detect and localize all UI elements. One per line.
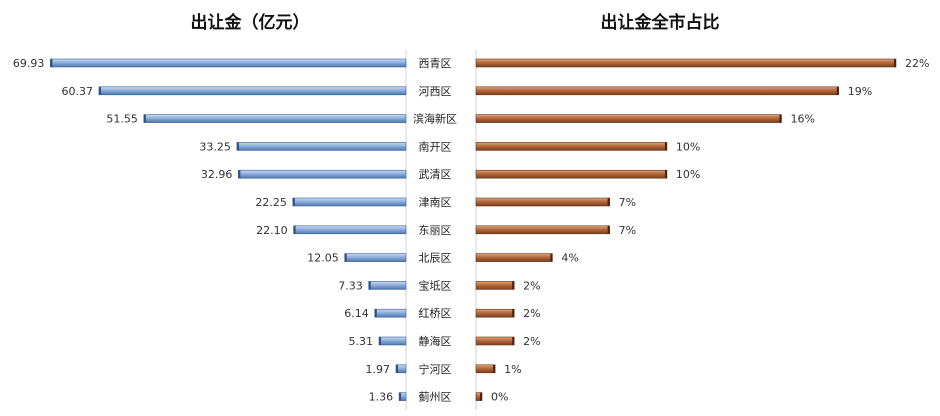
chart-marks: 西青区 69.93 22% 河西区 60.37 19% 滨海新区 51.55 16% 南开区 33.… <box>13 57 930 404</box>
left-bar <box>292 197 407 207</box>
right-value-label: 22% <box>905 57 929 70</box>
left-value-label: 1.97 <box>365 363 390 376</box>
left-value-label: 12.05 <box>307 252 339 265</box>
right-bar-end-cap <box>664 142 667 151</box>
category-label: 东丽区 <box>419 224 452 237</box>
left-value-label: 51.55 <box>106 113 138 126</box>
left-chart-title: 出让金（亿元） <box>191 12 310 33</box>
category-label: 宝坻区 <box>419 278 452 292</box>
left-value-label: 33.25 <box>199 140 231 153</box>
category-label: 静海区 <box>419 334 452 348</box>
category-label: 滨海新区 <box>413 112 457 126</box>
left-value-label: 1.36 <box>369 391 394 404</box>
right-bar-end-cap <box>512 309 515 318</box>
left-bar <box>378 336 407 346</box>
right-value-label: 2% <box>523 335 540 348</box>
category-label: 武清区 <box>419 168 452 181</box>
right-value-label: 7% <box>619 196 636 209</box>
category-label: 蓟州区 <box>419 391 452 404</box>
left-bar <box>236 142 407 151</box>
right-bar <box>475 281 515 290</box>
right-bar <box>475 58 897 68</box>
right-bar-end-cap <box>607 198 610 206</box>
left-value-label: 32.96 <box>201 168 233 181</box>
left-bar-end-cap <box>293 225 296 234</box>
right-bar <box>475 142 668 151</box>
left-value-label: 5.31 <box>348 335 373 348</box>
right-bar-end-cap <box>550 253 553 262</box>
right-bar-end-cap <box>512 281 515 290</box>
right-value-label: 16% <box>790 113 814 126</box>
right-bar <box>475 364 496 374</box>
right-bar-end-cap <box>493 364 496 373</box>
right-value-label: 19% <box>848 85 872 98</box>
right-value-label: 10% <box>676 140 700 153</box>
right-value-label: 1% <box>504 363 521 376</box>
right-bar <box>475 169 668 179</box>
right-bar <box>475 308 515 318</box>
right-value-label: 4% <box>561 252 578 265</box>
right-value-label: 2% <box>523 307 540 320</box>
right-value-label: 2% <box>523 279 540 292</box>
right-bar <box>475 253 553 262</box>
left-bar <box>293 225 407 235</box>
right-value-label: 7% <box>619 224 636 237</box>
right-bar-end-cap <box>480 392 482 401</box>
left-bar <box>98 86 407 96</box>
left-bar <box>368 281 407 290</box>
left-value-label: 22.25 <box>255 196 287 209</box>
left-bar <box>238 169 407 179</box>
right-bar-end-cap <box>664 170 667 179</box>
category-label: 河西区 <box>419 85 452 98</box>
left-bar-end-cap <box>374 309 377 318</box>
left-bar <box>374 308 407 318</box>
left-value-label: 60.37 <box>61 85 93 98</box>
category-label: 南开区 <box>419 140 452 153</box>
category-label: 津南区 <box>419 196 452 209</box>
left-bar <box>50 58 407 68</box>
left-bar-end-cap <box>143 114 146 123</box>
category-label: 西青区 <box>419 57 452 70</box>
right-bar <box>475 86 840 96</box>
left-bar-end-cap <box>368 281 371 290</box>
left-value-label: 6.14 <box>344 307 369 320</box>
right-value-label: 10% <box>676 168 700 181</box>
left-bar-end-cap <box>399 392 402 401</box>
left-bar-end-cap <box>378 337 381 345</box>
right-value-label: 0% <box>491 391 508 404</box>
left-bar-end-cap <box>344 253 347 262</box>
category-label: 北辰区 <box>419 252 452 265</box>
right-bar-end-cap <box>607 225 610 234</box>
right-bar-end-cap <box>779 114 782 123</box>
left-bar <box>143 114 407 123</box>
right-bar <box>475 114 782 123</box>
right-bar-end-cap <box>836 86 839 95</box>
category-label: 宁河区 <box>419 362 452 376</box>
right-bar-end-cap <box>894 59 896 67</box>
left-value-label: 69.93 <box>13 57 45 70</box>
left-bar-end-cap <box>395 364 398 373</box>
right-bar <box>475 336 515 346</box>
left-bar-end-cap <box>98 86 101 95</box>
left-bar-end-cap <box>50 59 53 67</box>
left-bar-end-cap <box>292 198 295 206</box>
left-bar <box>344 253 407 262</box>
left-bar-end-cap <box>238 170 241 179</box>
right-bar-end-cap <box>512 337 515 345</box>
category-label: 红桥区 <box>419 307 452 320</box>
left-value-label: 22.10 <box>256 224 288 237</box>
right-chart-title: 出让金全市占比 <box>601 12 720 33</box>
left-value-label: 7.33 <box>338 279 363 292</box>
left-bar-end-cap <box>236 142 239 151</box>
right-bar <box>475 225 610 235</box>
right-bar <box>475 197 610 207</box>
